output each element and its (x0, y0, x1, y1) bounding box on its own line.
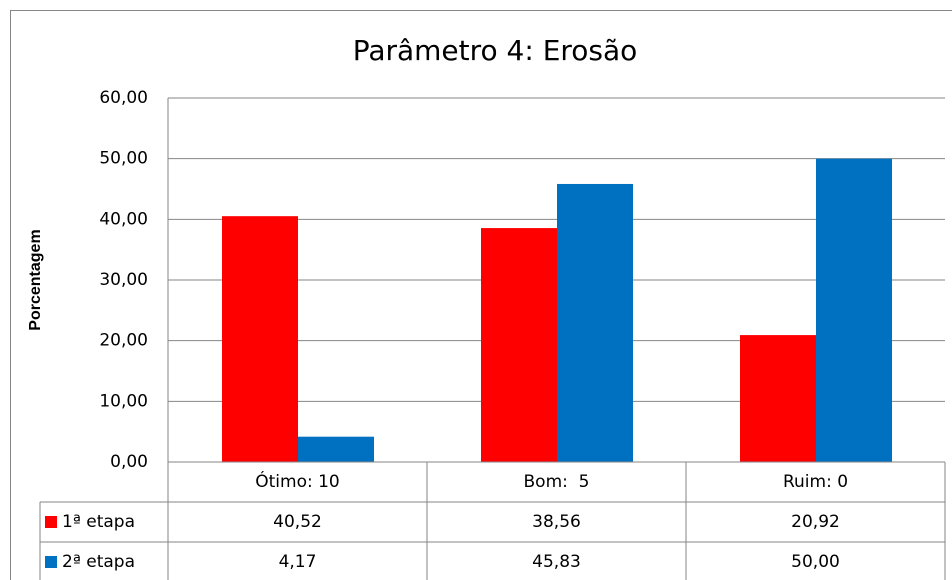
legend-label: 2ª etapa (62, 552, 135, 572)
y-tick-label: 60,00 (99, 88, 148, 108)
bar (557, 183, 633, 462)
y-tick-label: 50,00 (99, 149, 148, 169)
legend-swatch (45, 516, 57, 528)
table-value: 50,00 (791, 552, 840, 572)
table-value: 40,52 (273, 512, 322, 532)
y-tick-label: 20,00 (99, 331, 148, 351)
bar (222, 216, 298, 462)
y-tick-label: 10,00 (99, 391, 148, 411)
bar (298, 436, 374, 462)
y-tick-label: 0,00 (110, 452, 148, 472)
table-value: 38,56 (532, 512, 581, 532)
x-tick-label: Bom: 5 (524, 472, 590, 492)
y-tick-label: 40,00 (99, 209, 148, 229)
table-value: 45,83 (532, 552, 581, 572)
y-tick-label: 30,00 (99, 270, 148, 290)
bar (816, 158, 892, 462)
legend-label: 1ª etapa (62, 512, 135, 532)
y-axis-label: Porcentagem (27, 229, 44, 330)
table-value: 4,17 (279, 552, 317, 572)
bar (740, 335, 816, 462)
chart-title: Parâmetro 4: Erosão (353, 34, 638, 67)
table-value: 20,92 (791, 512, 840, 532)
bar (481, 228, 557, 462)
x-tick-label: Ruim: 0 (783, 472, 848, 492)
legend-swatch (45, 556, 57, 568)
x-tick-label: Ótimo: 10 (255, 470, 340, 492)
